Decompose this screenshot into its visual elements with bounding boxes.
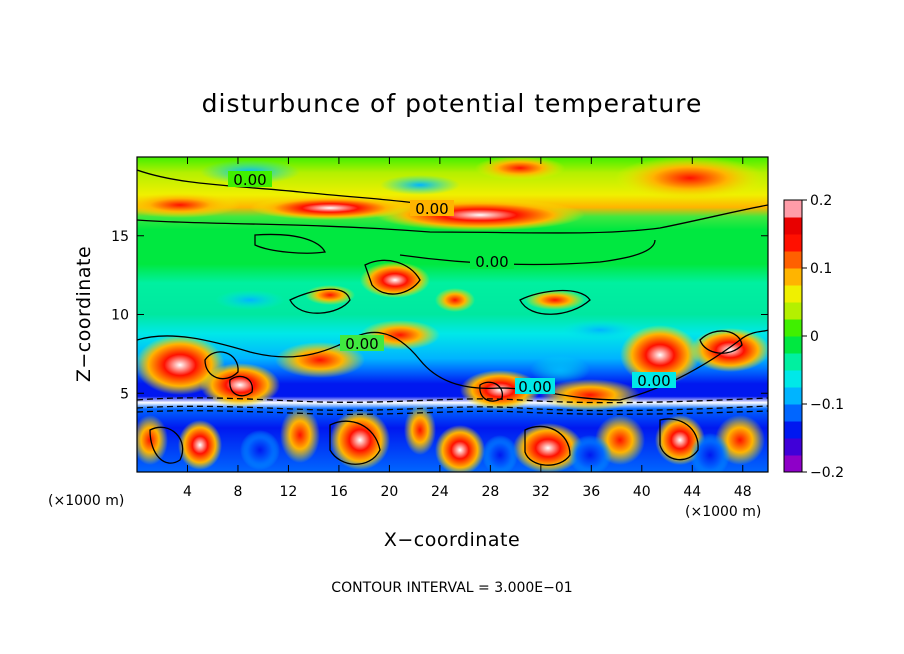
hot-blob [375,199,585,231]
y-tick-label: 10 [111,308,129,324]
x-tick-label: 8 [233,484,242,500]
warm-blob [178,420,222,470]
x-axis-ticks: 4 8 12 16 20 24 28 32 36 40 44 48 [183,157,752,500]
x-tick-label: 4 [183,484,192,500]
contour-lines [137,169,768,466]
warm-blob [615,157,765,200]
colorbar-segment [784,302,802,320]
cold-blob [482,435,518,472]
cold-blob [215,290,285,310]
colorbar-segment [784,370,802,388]
colorbar-segment [784,455,802,473]
contour-interval-note: CONTOUR INTERVAL = 3.000E−01 [331,580,572,596]
colorbar-segment [784,319,802,337]
colorbar-segment [784,268,802,286]
colorbar-tick-label: 0.1 [810,261,832,277]
colorbar-segment [784,251,802,269]
x-tick-label: 20 [380,484,398,500]
cold-blob [380,175,460,195]
contour-label: 0.00 [518,378,551,396]
colorbar-segment [784,200,802,218]
colorbar-segment [784,285,802,303]
hot-blob [620,325,700,385]
contour-label: 0.00 [233,171,266,189]
x-tick-label: 40 [633,484,651,500]
cold-blob [560,320,640,340]
contour-label: 0.00 [345,335,378,353]
x-tick-label: 24 [431,484,449,500]
hot-blob [250,196,410,220]
y-axis-ticks: 5 10 15 [111,229,768,402]
colorbar-segment [784,404,802,422]
cold-blob [690,433,730,472]
z-unit-label: (×1000 m) [685,504,761,520]
x-unit-label: (×1000 m) [48,493,124,509]
colorbar: 0.2 0.1 0 −0.1 −0.2 [783,193,844,481]
x-tick-label: 44 [683,484,701,500]
x-tick-label: 36 [582,484,600,500]
warm-blob [137,192,240,218]
x-tick-label: 32 [532,484,550,500]
colorbar-tick-label: −0.2 [810,465,844,481]
warm-blob [525,290,585,310]
x-axis-label: X−coordinate [384,529,520,551]
x-tick-label: 16 [330,484,348,500]
plot-area: 0.00 0.00 0.00 0.00 0.00 0.00 [137,157,768,472]
x-tick-label: 28 [481,484,499,500]
x-tick-label: 12 [280,484,298,500]
x-tick-label: 48 [734,484,752,500]
colorbar-segment [784,336,802,354]
colorbar-tick-label: 0.2 [810,193,832,209]
hot-blob [200,363,280,407]
warm-blob [475,157,565,180]
contour-label: 0.00 [637,372,670,390]
colorbar-segment [784,353,802,371]
y-axis-label: Z−coordinate [73,246,95,382]
colorbar-segment [784,217,802,235]
contour-label: 0.00 [415,200,448,218]
y-tick-label: 15 [111,229,129,245]
hot-blob [435,425,485,472]
colorbar-segment [784,387,802,405]
cold-blob [530,356,590,384]
cold-blob [240,430,280,470]
cold-blob [568,435,612,472]
warm-blob [280,407,320,463]
colorbar-segment [784,234,802,252]
colorbar-segment [784,421,802,439]
colorbar-tick-label: 0 [810,329,819,345]
warm-blob [540,379,640,411]
hot-blob [330,410,390,470]
y-tick-label: 5 [120,386,129,402]
contour-labels: 0.00 0.00 0.00 0.00 0.00 0.00 [228,171,676,396]
chart-title: disturbunce of potential temperature [202,89,703,118]
warm-blob [404,405,436,455]
contour-label: 0.00 [475,253,508,271]
warm-blob [435,288,475,312]
colorbar-segment [784,438,802,456]
colorbar-tick-label: −0.1 [810,397,844,413]
